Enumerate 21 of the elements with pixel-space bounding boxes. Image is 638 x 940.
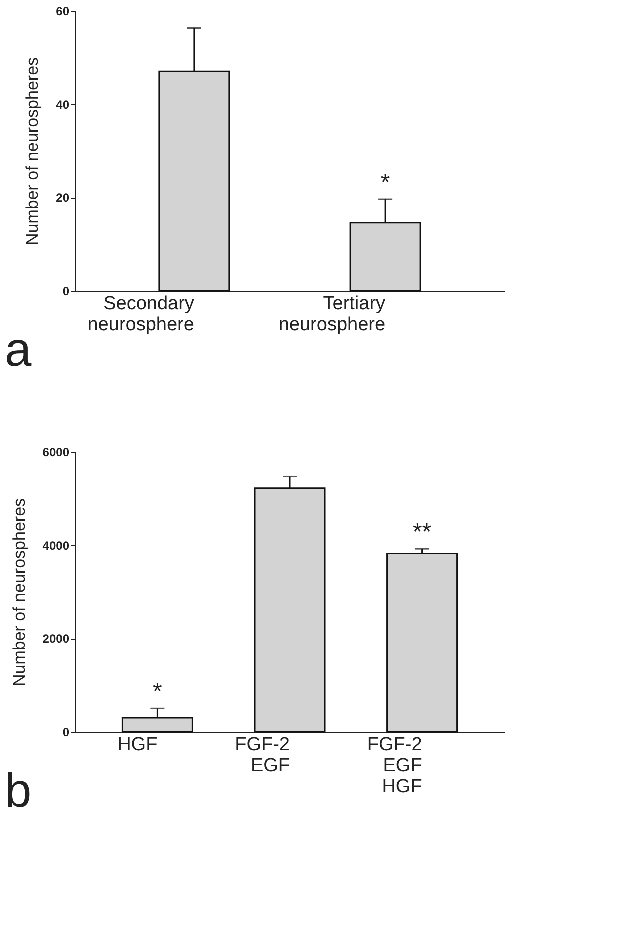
y-axis-title: Number of neurospheres <box>10 498 29 687</box>
y-tick-label: 4000 <box>42 538 70 553</box>
data-label: * <box>153 678 162 706</box>
x-tick-label: FGF-2 EGF HGF <box>367 734 422 798</box>
text: b <box>5 765 32 818</box>
data-label: * <box>380 170 390 197</box>
y-tick-label: 60 <box>56 4 70 18</box>
y-axis-title: Number of neurospheres <box>23 57 42 246</box>
x-tick-label: HGF <box>118 734 158 756</box>
text: a <box>5 324 32 377</box>
y-tick-label: 2000 <box>42 632 70 646</box>
x-tick-label: Secondary neurosphere <box>88 294 195 336</box>
y-tick-label: 0 <box>62 726 70 740</box>
y-tick-label: 40 <box>56 98 70 112</box>
x-tick-label: Tertiary neurosphere <box>278 294 386 336</box>
x-tick-label: FGF-2 EGF <box>235 734 290 776</box>
y-tick-label: 20 <box>56 191 70 206</box>
bar <box>386 552 458 733</box>
y-tick-label: 0 <box>62 284 70 298</box>
y-tick-label: 6000 <box>42 446 70 460</box>
data-label: ** <box>412 519 432 546</box>
